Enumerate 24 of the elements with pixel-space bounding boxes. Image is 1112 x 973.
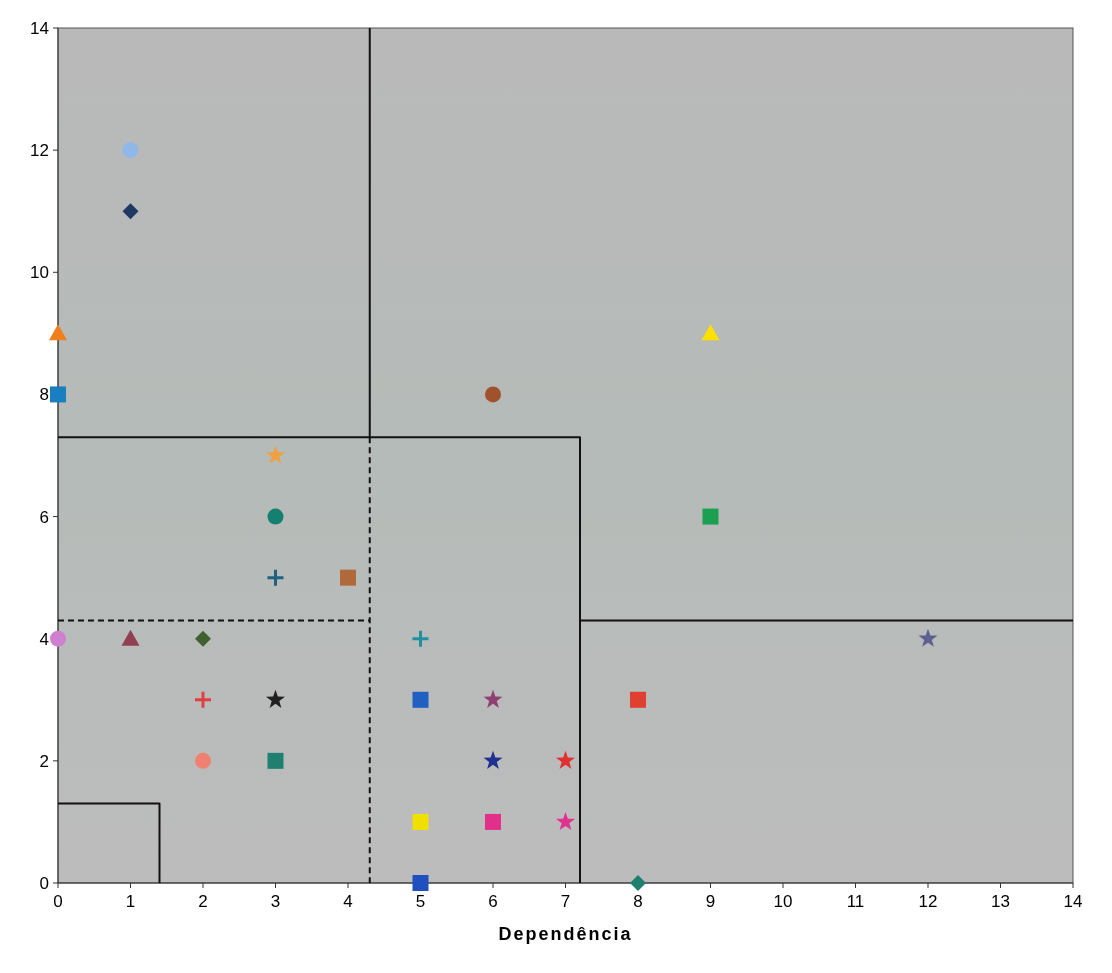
y-tick-label: 4 (39, 629, 49, 649)
y-tick-label: 10 (30, 263, 49, 283)
x-tick-label: 0 (53, 892, 63, 911)
x-tick-label: 4 (343, 892, 353, 911)
x-tick-label: 2 (198, 892, 208, 911)
x-tick-label: 12 (918, 892, 938, 911)
x-tick-label: 13 (991, 892, 1010, 911)
x-tick-label: 1 (125, 892, 136, 911)
y-tick-label: 0 (39, 874, 49, 893)
y-tick-label: 6 (39, 507, 49, 527)
x-axis-title: Dependência (498, 924, 633, 944)
x-tick-label: 3 (270, 892, 281, 911)
x-tick-label: 9 (705, 892, 716, 911)
x-tick-label: 6 (488, 892, 498, 911)
x-tick-label: 8 (633, 892, 643, 911)
x-tick-label: 7 (560, 892, 571, 911)
y-tick-label: 8 (39, 385, 49, 405)
y-tick-label: 2 (39, 751, 49, 771)
x-tick-label: 5 (415, 892, 426, 911)
y-tick-label: 14 (30, 19, 49, 38)
x-tick-label: 14 (1063, 892, 1083, 911)
y-tick-label: 12 (30, 141, 49, 161)
x-tick-label: 10 (773, 892, 793, 911)
x-tick-label: 11 (846, 892, 865, 911)
